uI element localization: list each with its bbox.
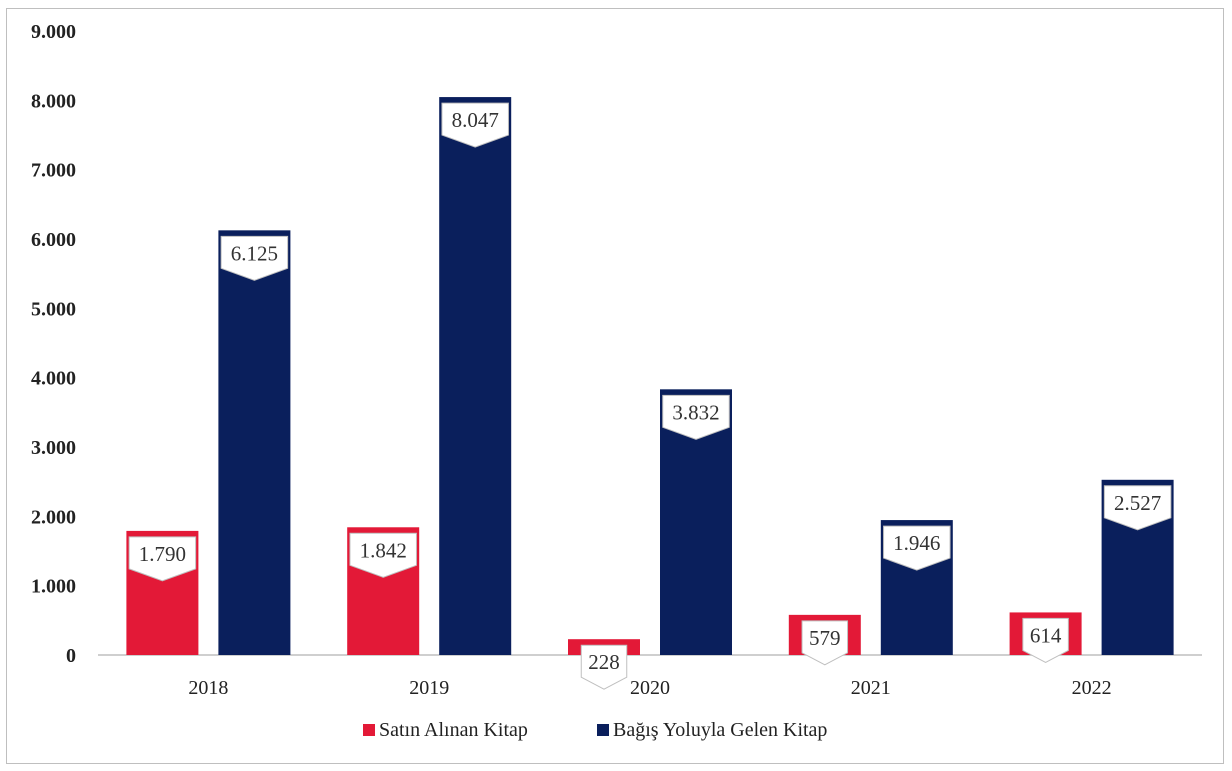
donated-legend-label: Bağış Yoluyla Gelen Kitap xyxy=(613,719,827,741)
purchased-data-label-2022: 614 xyxy=(1030,623,1062,647)
y-tick-label-9.000: 9.000 xyxy=(31,21,76,43)
donated-bar-2018 xyxy=(218,230,291,656)
y-tick-label-7.000: 7.000 xyxy=(31,160,76,182)
x-tick-label-2020: 2020 xyxy=(630,677,670,699)
y-tick-label-3.000: 3.000 xyxy=(31,437,76,459)
y-tick-label-1.000: 1.000 xyxy=(31,576,76,598)
x-tick-label-2022: 2022 xyxy=(1072,677,1112,699)
y-tick-label-2.000: 2.000 xyxy=(31,506,76,528)
purchased-data-label-2021: 579 xyxy=(809,626,841,650)
y-tick-label-8.000: 8.000 xyxy=(31,90,76,112)
x-tick-label-2018: 2018 xyxy=(188,677,228,699)
donated-label-box-2022 xyxy=(1103,485,1172,531)
purchased-data-label-2019: 1.842 xyxy=(360,538,407,562)
donated-label-box-2019 xyxy=(441,102,509,148)
x-tick-label-2021: 2021 xyxy=(851,677,891,699)
donated-data-label-2022: 2.527 xyxy=(1114,491,1161,515)
y-tick-label-5.000: 5.000 xyxy=(31,298,76,320)
y-tick-label-4.000: 4.000 xyxy=(31,368,76,390)
purchased-legend-swatch xyxy=(363,724,375,736)
donated-bar-2019 xyxy=(439,97,512,656)
purchased-label-box-2018 xyxy=(128,536,197,582)
y-tick-label-6.000: 6.000 xyxy=(31,229,76,251)
purchased-data-label-2018: 1.790 xyxy=(139,542,186,566)
purchased-label-box-2020 xyxy=(580,644,628,690)
donated-label-box-2020 xyxy=(662,394,730,440)
purchased-data-label-2020: 228 xyxy=(588,650,620,674)
y-tick-label-0: 0 xyxy=(66,645,76,667)
purchased-label-box-2021 xyxy=(801,620,849,666)
donated-label-box-2021 xyxy=(883,525,951,571)
donated-legend-swatch xyxy=(597,724,609,736)
purchased-label-box-2019 xyxy=(349,532,417,578)
x-tick-label-2019: 2019 xyxy=(409,677,449,699)
donated-data-label-2020: 3.832 xyxy=(672,400,719,424)
donated-label-box-2018 xyxy=(220,235,289,281)
purchased-label-box-2022 xyxy=(1022,617,1069,663)
donated-data-label-2021: 1.946 xyxy=(893,531,940,555)
purchased-legend-label: Satın Alınan Kitap xyxy=(379,719,528,741)
donated-data-label-2018: 6.125 xyxy=(231,241,278,265)
donated-data-label-2019: 8.047 xyxy=(452,108,499,132)
